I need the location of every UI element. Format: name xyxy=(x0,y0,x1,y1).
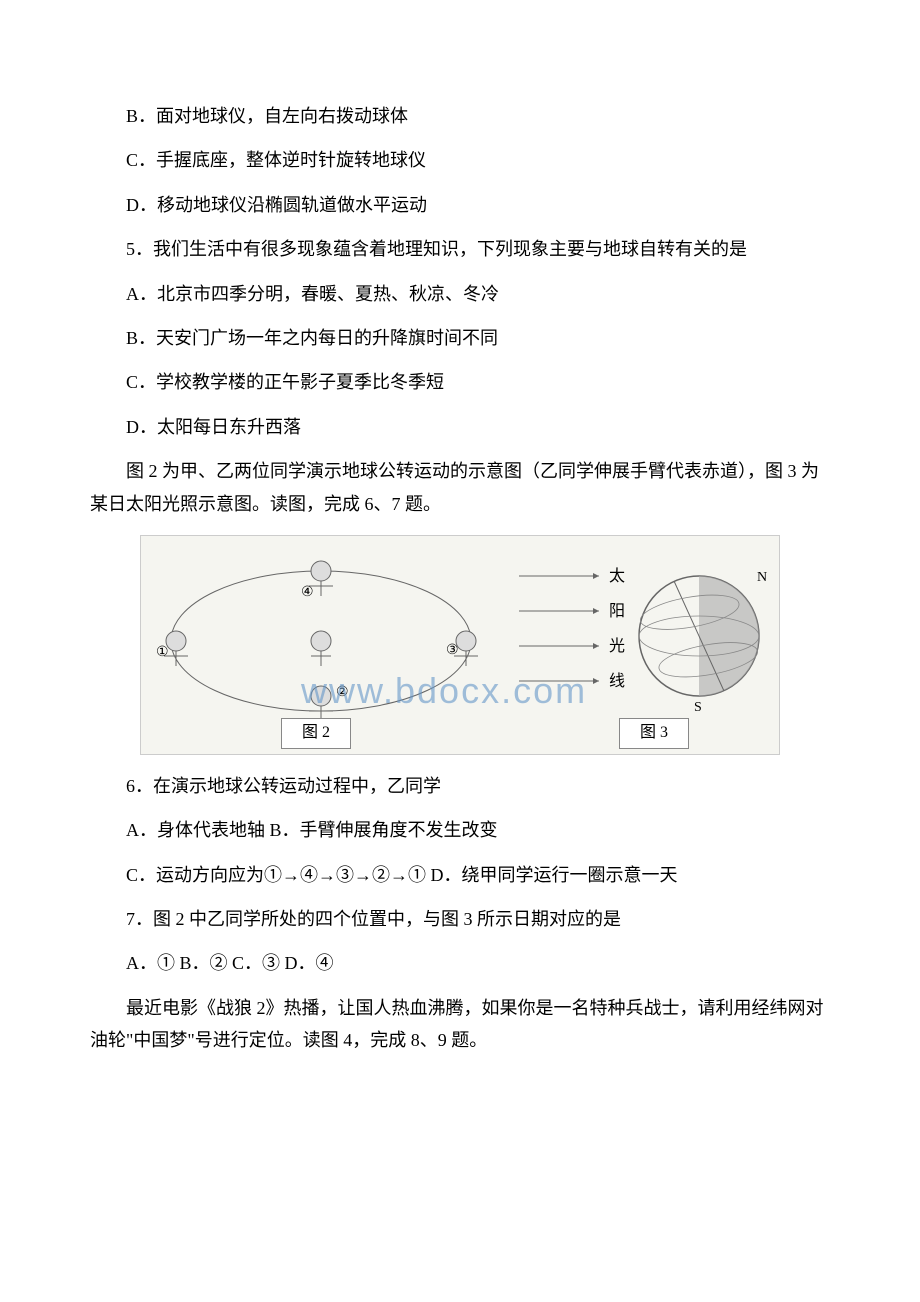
svg-text:④: ④ xyxy=(301,585,314,600)
q5-stem: 5．我们生活中有很多现象蕴含着地理知识，下列现象主要与地球自转有关的是 xyxy=(90,233,830,265)
q4-option-b: B．面对地球仪，自左向右拨动球体 xyxy=(90,100,830,132)
kid-pos-3: ③ xyxy=(446,631,478,666)
q4-option-d: D．移动地球仪沿椭圆轨道做水平运动 xyxy=(90,189,830,221)
svg-text:N: N xyxy=(757,570,767,585)
q5-option-a: A．北京市四季分明，春暖、夏热、秋凉、冬冷 xyxy=(90,278,830,310)
q7-stem: 7．图 2 中乙同学所处的四个位置中，与图 3 所示日期对应的是 xyxy=(90,903,830,935)
figure-intro: 图 2 为甲、乙两位同学演示地球公转运动的示意图（乙同学伸展手臂代表赤道），图 … xyxy=(90,455,830,520)
kid-pos-2: ② xyxy=(309,685,349,721)
svg-text:太: 太 xyxy=(609,567,625,585)
svg-text:S: S xyxy=(694,700,702,715)
svg-text:光: 光 xyxy=(609,637,625,655)
figure-2-label: 图 2 xyxy=(281,718,351,749)
q5-option-d: D．太阳每日东升西落 xyxy=(90,411,830,443)
figure-3-label: 图 3 xyxy=(619,718,689,749)
svg-text:②: ② xyxy=(336,685,349,700)
svg-text:线: 线 xyxy=(609,672,625,690)
q6-options-ab: A．身体代表地轴 B．手臂伸展角度不发生改变 xyxy=(90,814,830,846)
svg-text:③: ③ xyxy=(446,643,459,658)
q5-option-b: B．天安门广场一年之内每日的升降旗时间不同 xyxy=(90,322,830,354)
q6-options-cd: C．运动方向应为①→④→③→②→① D．绕甲同学运行一圈示意一天 xyxy=(90,859,830,891)
figure-3-svg: 太 阳 光 线 N S xyxy=(509,546,769,726)
q7-options: A．① B．② C．③ D．④ xyxy=(90,947,830,979)
kid-center xyxy=(311,631,331,666)
figure-2-svg: ④ ② ① ③ xyxy=(151,546,491,726)
svg-text:①: ① xyxy=(156,645,169,660)
figure-2-3-container: ④ ② ① ③ 太 阳 xyxy=(140,535,780,755)
kid-pos-4: ④ xyxy=(301,561,333,600)
q5-option-c: C．学校教学楼的正午影子夏季比冬季短 xyxy=(90,366,830,398)
q6-stem: 6．在演示地球公转运动过程中，乙同学 xyxy=(90,770,830,802)
svg-text:阳: 阳 xyxy=(609,602,625,620)
q8-9-intro: 最近电影《战狼 2》热播，让国人热血沸腾，如果你是一名特种兵战士，请利用经纬网对… xyxy=(90,992,830,1057)
kid-pos-1: ① xyxy=(156,631,188,666)
q4-option-c: C．手握底座，整体逆时针旋转地球仪 xyxy=(90,144,830,176)
